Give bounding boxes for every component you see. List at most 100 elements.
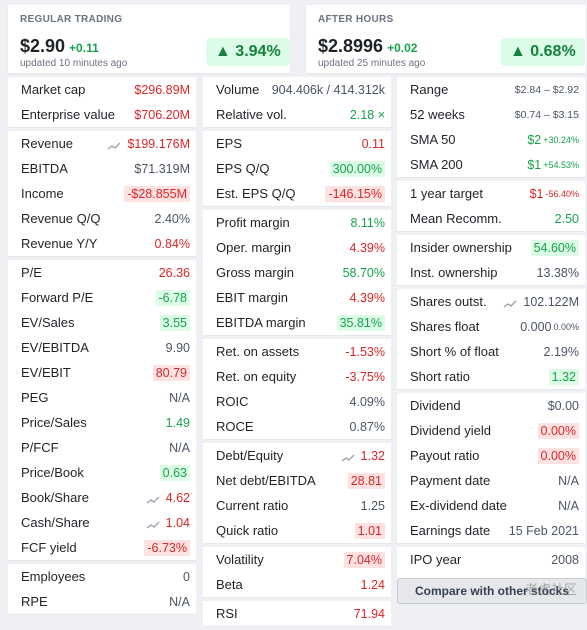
- metric-row-p-e: P/E 26.36: [8, 260, 196, 285]
- metric-value: 300.00%: [329, 160, 385, 177]
- metric-row-shares-outst: Shares outst. 102.122M: [397, 289, 585, 314]
- metric-label: Shares outst.: [410, 294, 487, 309]
- trend-chart-icon[interactable]: [146, 493, 160, 504]
- metric-row-1-year-target: 1 year target $1 -56.40%: [397, 181, 585, 206]
- metric-row-payout-ratio: Payout ratio 0.00%: [397, 443, 585, 468]
- metric-label: Revenue: [21, 136, 74, 151]
- metric-row-revenue-q-q: Revenue Q/Q 2.40%: [8, 206, 196, 231]
- metric-row-52-weeks: 52 weeks $0.74 – $3.15: [397, 102, 585, 127]
- metric-row-profit-margin: Profit margin 8.11%: [203, 210, 391, 235]
- metric-row-rpe: RPE N/A: [8, 589, 196, 614]
- metric-value: 4.39%: [349, 290, 385, 305]
- metric-value: -1.53%: [345, 344, 385, 359]
- metric-label: Forward P/E: [21, 290, 94, 305]
- metric-row-mean-recomm: Mean Recomm. 2.50: [397, 206, 585, 231]
- metric-row-enterprise-value: Enterprise value $706.20M: [8, 102, 196, 127]
- metrics-column-2: Volume 904.406k / 414.312k Relative vol. 2.…: [203, 77, 391, 630]
- metric-label: Range: [410, 82, 449, 97]
- regular-price-change: +0.11: [69, 41, 99, 55]
- metric-row-relative-vol: Relative vol. 2.18 ×: [203, 102, 391, 127]
- metric-label: ROCE: [216, 419, 254, 434]
- metric-label: 52 weeks: [410, 107, 465, 122]
- metric-label: Shares float: [410, 319, 480, 334]
- metric-value: N/A: [169, 594, 190, 609]
- metric-label: RPE: [21, 594, 48, 609]
- metric-row-dividend-yield: Dividend yield 0.00%: [397, 418, 585, 443]
- metric-label: Short ratio: [410, 369, 470, 384]
- metric-value: 71.94: [353, 606, 385, 621]
- metric-row-payment-date: Payment date N/A: [397, 468, 585, 493]
- up-arrow-icon: ▲: [215, 43, 231, 60]
- metric-label: Short % of float: [410, 344, 499, 359]
- metric-row-short-of-float: Short % of float 2.19%: [397, 339, 585, 364]
- metric-label: Quick ratio: [216, 523, 279, 538]
- metric-value: 1.49: [165, 415, 190, 430]
- metric-row-book-share: Book/Share 4.62: [8, 485, 196, 510]
- trend-chart-icon[interactable]: [146, 518, 160, 529]
- metric-row-income: Income -$28.855M: [8, 181, 196, 206]
- compare-button[interactable]: Compare with other stocks: [397, 578, 587, 604]
- metric-row-current-ratio: Current ratio 1.25: [203, 493, 391, 518]
- metric-group: Volatility 7.04% Beta 1.24: [203, 547, 391, 598]
- metric-value: 1.25: [360, 498, 385, 513]
- metric-sub-value: +54.53%: [543, 159, 579, 170]
- trend-chart-icon[interactable]: [341, 451, 355, 462]
- regular-trading-caption: REGULAR TRADING: [20, 14, 123, 25]
- metric-value: 1.32: [548, 368, 579, 385]
- metric-label: Payout ratio: [410, 448, 480, 463]
- metric-label: Ret. on assets: [216, 344, 300, 359]
- metric-row-p-fcf: P/FCF N/A: [8, 435, 196, 460]
- metric-group: Range $2.84 – $2.92 52 weeks $0.74 – $3.15 S…: [397, 77, 585, 178]
- metric-label: Volatility: [216, 552, 264, 567]
- metric-label: Price/Sales: [21, 415, 87, 430]
- metric-sub-value: 0.00%: [553, 321, 579, 332]
- metric-row-ebitda: EBITDA $71.319M: [8, 156, 196, 181]
- metric-row-beta: Beta 1.24: [203, 572, 391, 597]
- metric-row-ebit-margin: EBIT margin 4.39%: [203, 285, 391, 310]
- metric-row-ebitda-margin: EBITDA margin 35.81%: [203, 310, 391, 335]
- metric-group: Dividend $0.00 Dividend yield 0.00% Payout r…: [397, 393, 585, 544]
- metric-value: 35.81%: [336, 314, 385, 331]
- metric-label: PEG: [21, 390, 49, 405]
- metric-label: Enterprise value: [21, 107, 115, 122]
- metric-label: SMA 200: [410, 157, 463, 172]
- metric-value: 4.39%: [349, 240, 385, 255]
- metric-value: 3.55: [159, 314, 190, 331]
- metric-row-employees: Employees 0: [8, 564, 196, 589]
- metric-group: Employees 0 RPE N/A: [8, 564, 196, 615]
- metric-value: 102.122M: [523, 294, 579, 309]
- metric-row-gross-margin: Gross margin 58.70%: [203, 260, 391, 285]
- metric-row-ev-ebit: EV/EBIT 80.79: [8, 360, 196, 385]
- metric-value: 80.79: [152, 364, 190, 381]
- metric-value: $199.176M: [127, 136, 190, 151]
- metric-group: EPS 0.11 EPS Q/Q 300.00% Est. EPS Q/Q -146.15…: [203, 131, 391, 207]
- metric-row-forward-p-e: Forward P/E -6.78: [8, 285, 196, 310]
- metric-label: Beta: [216, 577, 243, 592]
- metric-row-range: Range $2.84 – $2.92: [397, 77, 585, 102]
- metric-value: 2008: [551, 552, 579, 567]
- metric-value: 9.90: [165, 340, 190, 355]
- metric-value: 1.32: [360, 448, 385, 463]
- metric-label: Dividend yield: [410, 423, 491, 438]
- metric-label: EV/Sales: [21, 315, 75, 330]
- metric-row-ret-on-assets: Ret. on assets -1.53%: [203, 339, 391, 364]
- metric-row-shares-float: Shares float 0.000 0.00%: [397, 314, 585, 339]
- metric-group: RSI 71.94: [203, 601, 391, 627]
- trend-chart-icon[interactable]: [107, 139, 121, 150]
- after-price-value: $2.8996: [318, 36, 384, 56]
- metric-label: Price/Book: [21, 465, 84, 480]
- after-hours-price: $2.8996 +0.02: [318, 36, 417, 57]
- metric-group: Debt/Equity 1.32 Net debt/EBITDA 28.81 Curre…: [203, 443, 391, 544]
- metric-value: $0.74 – $3.15: [514, 108, 579, 121]
- after-percent-badge: ▲ 0.68%: [501, 38, 585, 66]
- metric-value: 2.40%: [154, 211, 190, 226]
- metric-sub-value: +30.24%: [543, 134, 579, 145]
- metric-group: 1 year target $1 -56.40% Mean Recomm. 2.50: [397, 181, 585, 232]
- metric-label: SMA 50: [410, 132, 456, 147]
- trend-chart-icon[interactable]: [503, 297, 517, 308]
- metric-value: 26.36: [158, 265, 190, 280]
- metric-row-market-cap: Market cap $296.89M: [8, 77, 196, 102]
- metric-value: -146.15%: [325, 185, 385, 202]
- metric-row-quick-ratio: Quick ratio 1.01: [203, 518, 391, 543]
- metric-value: -3.75%: [345, 369, 385, 384]
